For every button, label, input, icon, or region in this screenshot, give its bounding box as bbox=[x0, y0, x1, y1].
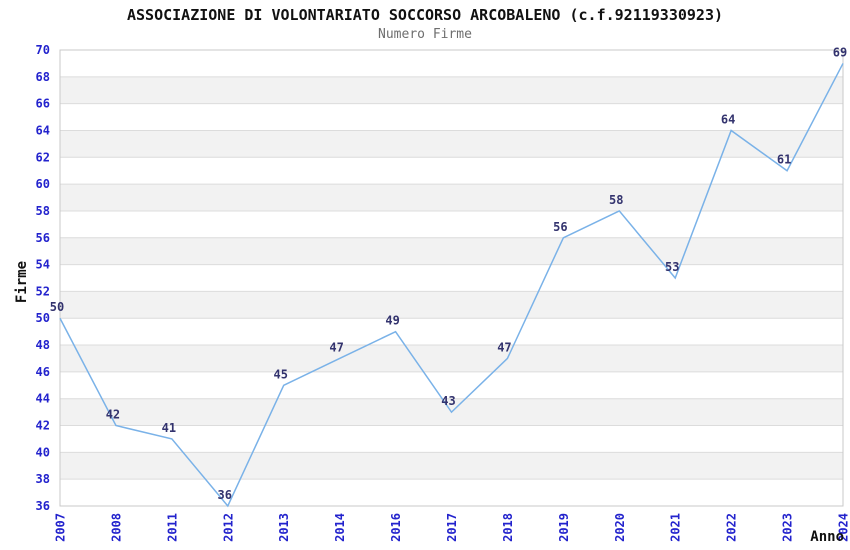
y-tick-label: 46 bbox=[36, 365, 50, 379]
data-point-label: 47 bbox=[497, 340, 511, 354]
plot-border bbox=[59, 49, 844, 507]
data-point-label: 43 bbox=[441, 394, 455, 408]
y-tick-label: 48 bbox=[36, 338, 50, 352]
x-tick-label: 2018 bbox=[501, 513, 515, 542]
data-point-label: 69 bbox=[833, 45, 847, 59]
x-tick-label: 2024 bbox=[837, 513, 850, 542]
x-tick-label: 2019 bbox=[557, 513, 571, 542]
plot-band bbox=[60, 291, 843, 319]
plot-band bbox=[60, 371, 843, 399]
data-line bbox=[59, 63, 844, 508]
x-tick-label: 2020 bbox=[613, 513, 627, 542]
x-tick-label: 2008 bbox=[109, 513, 123, 542]
y-tick-label: 66 bbox=[36, 97, 50, 111]
y-tick-label: 58 bbox=[36, 204, 50, 218]
x-tick-label: 2023 bbox=[781, 513, 795, 542]
x-tick-label: 2012 bbox=[221, 513, 235, 542]
y-tick-label: 68 bbox=[36, 70, 50, 84]
y-tick-label: 70 bbox=[36, 43, 50, 57]
plot-band bbox=[60, 479, 843, 506]
y-tick-label: 40 bbox=[36, 445, 50, 459]
plot-band bbox=[60, 76, 843, 104]
data-point-label: 36 bbox=[218, 488, 232, 502]
y-tick-label: 42 bbox=[36, 419, 50, 433]
data-point-label: 58 bbox=[609, 193, 623, 207]
data-point-label: 53 bbox=[665, 260, 679, 274]
plot-band bbox=[60, 130, 843, 158]
data-point-label: 61 bbox=[777, 153, 791, 167]
x-tick-label: 2022 bbox=[725, 513, 739, 542]
plot-band bbox=[60, 452, 843, 480]
plot-band bbox=[60, 210, 843, 238]
y-tick-label: 54 bbox=[36, 258, 50, 272]
y-axis-title: Firme bbox=[14, 261, 30, 303]
data-point-label: 50 bbox=[50, 300, 64, 314]
y-tick-label: 52 bbox=[36, 284, 50, 298]
y-tick-label: 36 bbox=[36, 499, 50, 513]
data-point-label: 49 bbox=[385, 314, 399, 328]
plot-band bbox=[60, 237, 843, 265]
y-tick-label: 50 bbox=[36, 311, 50, 325]
plot-band bbox=[60, 345, 843, 372]
x-tick-label: 2021 bbox=[669, 513, 683, 542]
y-tick-label: 44 bbox=[36, 392, 50, 406]
data-point-label: 42 bbox=[106, 408, 120, 422]
data-point-label: 41 bbox=[162, 421, 176, 435]
plot-band bbox=[60, 50, 843, 77]
y-tick-label: 62 bbox=[36, 150, 50, 164]
x-tick-label: 2014 bbox=[333, 513, 347, 542]
chart-title: ASSOCIAZIONE DI VOLONTARIATO SOCCORSO AR… bbox=[126, 6, 724, 24]
plot-band bbox=[60, 157, 843, 185]
x-axis-title: Anno bbox=[810, 529, 844, 545]
data-point-label: 45 bbox=[273, 367, 287, 381]
x-tick-label: 2016 bbox=[389, 513, 403, 542]
data-point-label: 64 bbox=[721, 112, 735, 126]
y-tick-label: 56 bbox=[36, 231, 50, 245]
y-tick-label: 60 bbox=[36, 177, 50, 191]
plot-band bbox=[60, 264, 843, 292]
chart-subtitle: Numero Firme bbox=[378, 27, 472, 42]
plot-band bbox=[60, 318, 843, 346]
x-tick-label: 2017 bbox=[445, 513, 459, 542]
x-tick-label: 2013 bbox=[277, 513, 291, 542]
plot-band bbox=[60, 103, 843, 131]
x-tick-label: 2007 bbox=[54, 513, 68, 542]
data-point-label: 56 bbox=[553, 220, 567, 234]
y-tick-label: 38 bbox=[36, 472, 50, 486]
y-tick-label: 64 bbox=[36, 123, 50, 137]
data-point-label: 47 bbox=[329, 340, 343, 354]
x-tick-label: 2011 bbox=[165, 513, 179, 542]
plot-band bbox=[60, 425, 843, 453]
plot-band bbox=[60, 184, 843, 211]
